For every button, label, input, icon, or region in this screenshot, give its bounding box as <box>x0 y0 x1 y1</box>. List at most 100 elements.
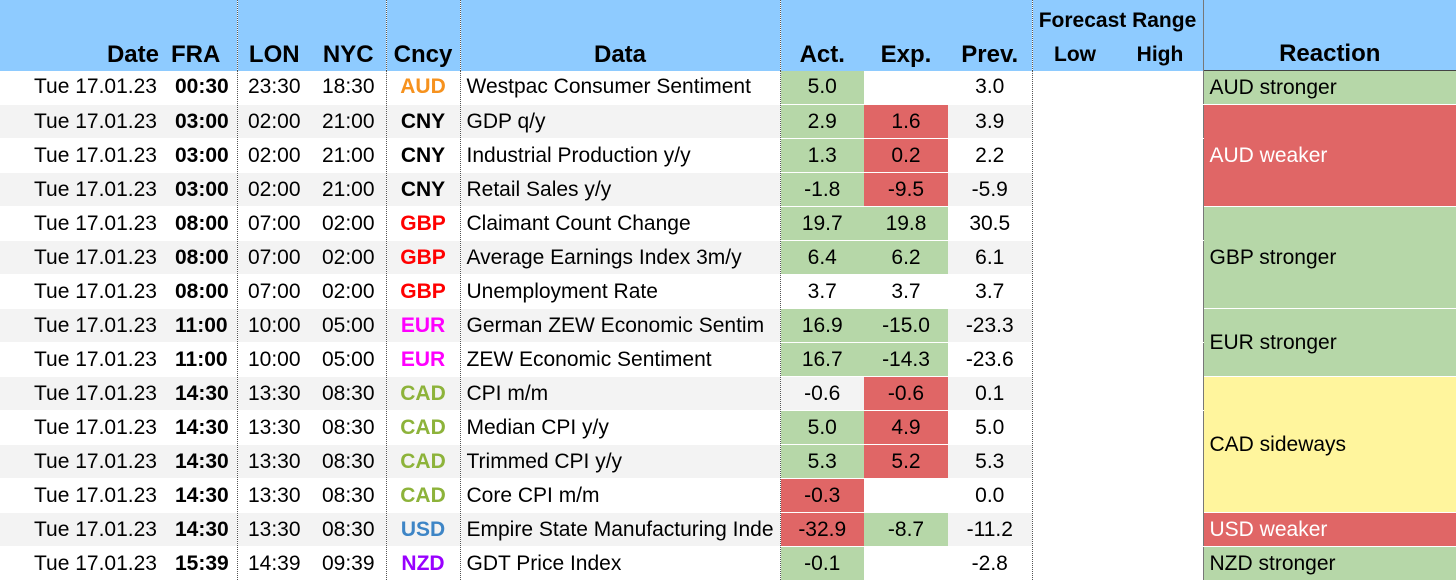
row-date: Tue 17.01.23 <box>0 104 165 139</box>
row-forecast-high <box>1117 138 1203 173</box>
row-fra-time: 03:00 <box>165 172 237 207</box>
row-previous: 30.5 <box>969 211 1011 235</box>
row-forecast-low <box>1031 376 1117 411</box>
row-lon-time: 10:00 <box>236 308 311 343</box>
row-forecast-low <box>1031 104 1117 139</box>
table-row: Tue 17.01.23 03:00 02:00 21:00 CNY Retail Sal… <box>0 172 1456 207</box>
row-event-name: Empire State Manufacturing Inde <box>459 512 780 547</box>
row-lon-time: 13:30 <box>236 512 311 547</box>
row-event-name: Trimmed CPI y/y <box>459 444 780 479</box>
row-nyc-time: 08:30 <box>311 512 386 547</box>
row-date: Tue 17.01.23 <box>0 172 165 207</box>
row-fra-time: 11:00 <box>175 347 228 371</box>
row-expected: -8.7 <box>864 512 948 547</box>
row-expected: -14.3 <box>864 342 948 377</box>
row-forecast-low <box>1031 274 1117 309</box>
row-date: Tue 17.01.23 <box>34 143 157 167</box>
row-lon-time: 13:30 <box>236 478 311 513</box>
row-nyc-time: 21:00 <box>311 104 386 139</box>
row-expected: 5.2 <box>864 444 948 479</box>
row-expected: 4.9 <box>864 410 948 445</box>
row-forecast-high <box>1117 104 1203 139</box>
row-actual: 1.3 <box>779 138 864 173</box>
row-forecast-high <box>1117 410 1203 445</box>
row-previous: -11.2 <box>948 512 1032 547</box>
row-previous: -2.8 <box>971 551 1008 575</box>
row-lon-time: 13:30 <box>236 444 311 479</box>
row-fra-time: 03:00 <box>175 143 229 167</box>
header-act: Act. <box>779 0 864 71</box>
table-row: Tue 17.01.23 08:00 07:00 02:00 GBP Claimant C… <box>0 206 1456 309</box>
row-date: Tue 17.01.23 <box>0 376 165 411</box>
row-actual: 3.7 <box>779 274 864 309</box>
row-forecast-high <box>1117 308 1203 343</box>
row-nyc-time: 02:00 <box>311 240 386 275</box>
row-event-name: Industrial Production y/y <box>459 138 780 173</box>
row-currency: EUR <box>385 342 460 377</box>
table-row: Tue 17.01.23 14:30 13:30 08:30 CAD CPI m/m -0.… <box>0 376 1456 513</box>
row-forecast-high <box>1117 70 1203 105</box>
row-nyc-time: 21:00 <box>311 172 386 207</box>
row-forecast-high <box>1117 172 1203 207</box>
row-forecast-low <box>1031 444 1117 479</box>
row-lon-time: 07:00 <box>236 274 311 309</box>
header-forecast-range: Forecast Range Low High <box>1031 0 1203 71</box>
row-previous: 3.7 <box>975 279 1005 303</box>
row-previous: -23.3 <box>948 308 1032 343</box>
row-currency: CNY <box>385 138 460 173</box>
row-actual: 19.7 <box>779 206 864 241</box>
row-fra-time: 14:30 <box>165 512 237 547</box>
table-row: Tue 17.01.23 15:39 14:39 09:39 NZD GDT Price … <box>0 546 1456 581</box>
row-lon-time: 02:00 <box>236 104 311 139</box>
row-previous: 2.2 <box>975 143 1005 167</box>
row-fra-time: 00:30 <box>175 75 229 99</box>
row-expected: 19.8 <box>864 206 948 241</box>
row-actual: 16.7 <box>779 342 864 377</box>
row-forecast-low <box>1031 410 1117 445</box>
row-forecast-low <box>1031 172 1117 207</box>
table-row: Tue 17.01.23 03:00 02:00 21:00 CNY Industrial… <box>0 138 1456 173</box>
row-event-name: Core CPI m/m <box>459 478 780 513</box>
row-date: Tue 17.01.23 <box>34 347 157 371</box>
row-expected: -15.0 <box>864 308 948 343</box>
row-event-name: GDP q/y <box>459 104 780 139</box>
row-forecast-low <box>1031 512 1117 547</box>
row-previous: 6.1 <box>948 240 1032 275</box>
row-lon-time: 10:00 <box>236 342 311 377</box>
row-nyc-time: 08:30 <box>311 376 386 411</box>
row-date: Tue 17.01.23 <box>0 240 165 275</box>
header-cncy: Cncy <box>385 0 460 71</box>
header-reaction: Reaction <box>1202 0 1456 71</box>
row-forecast-low <box>1031 478 1117 513</box>
row-previous: -23.6 <box>965 347 1014 371</box>
table-row: Tue 17.01.23 08:00 07:00 02:00 GBP Unemployme… <box>0 274 1456 309</box>
header-row: Date FRA LON NYC Cncy Data Act. Exp. Pre… <box>0 0 1456 71</box>
row-actual: -0.1 <box>779 546 864 581</box>
row-expected: 3.7 <box>891 279 921 303</box>
header-nyc: NYC <box>311 0 386 71</box>
row-nyc-time: 08:30 <box>321 415 375 439</box>
row-previous: 0.0 <box>975 483 1005 507</box>
row-forecast-low <box>1031 342 1117 377</box>
row-event-name: Average Earnings Index 3m/y <box>459 240 780 275</box>
reaction-cell: GBP stronger <box>1202 206 1456 309</box>
row-forecast-high <box>1117 512 1203 547</box>
row-expected <box>864 71 948 105</box>
row-fra-time: 15:39 <box>175 551 229 575</box>
row-currency: CNY <box>385 172 460 207</box>
row-fra-time: 14:30 <box>165 444 237 479</box>
row-event-name: Claimant Count Change <box>459 206 780 241</box>
row-date: Tue 17.01.23 <box>34 75 157 99</box>
table-row: Tue 17.01.23 08:00 07:00 02:00 GBP Average Ea… <box>0 240 1456 275</box>
row-event-name: Westpac Consumer Sentiment <box>459 70 780 105</box>
row-currency: GBP <box>385 206 460 241</box>
header-prev: Prev. <box>948 0 1032 71</box>
row-forecast-high <box>1117 546 1203 581</box>
row-lon-time: 02:00 <box>236 138 311 173</box>
row-currency: NZD <box>385 546 460 581</box>
row-nyc-time: 02:00 <box>321 279 375 303</box>
row-expected <box>864 479 948 513</box>
row-event-name: GDT Price Index <box>459 546 780 581</box>
row-nyc-time: 05:00 <box>321 347 375 371</box>
